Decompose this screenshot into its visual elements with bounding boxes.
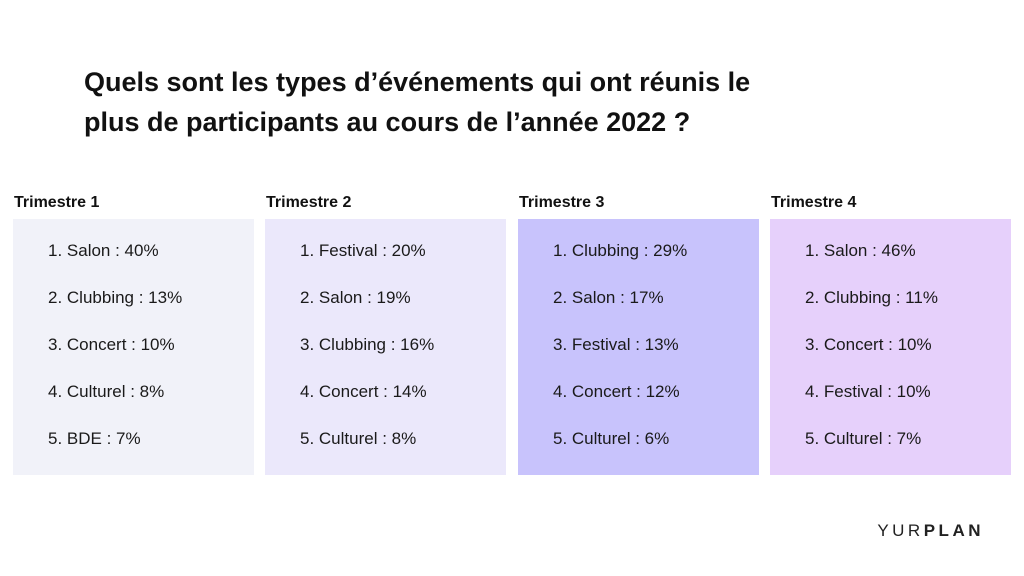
list-item: 5. BDE : 7% xyxy=(48,429,141,448)
list-item: 5. Culturel : 6% xyxy=(553,429,670,448)
quarter-2-heading: Trimestre 2 xyxy=(266,194,352,211)
quarter-1-heading: Trimestre 1 xyxy=(14,194,100,211)
list-item: 1. Salon : 40% xyxy=(48,241,159,260)
quarter-2-list: 1. Festival : 20% 2. Salon : 19% 3. Club… xyxy=(300,240,506,450)
brand-logo-part-1: YUR xyxy=(877,521,924,540)
list-item: 4. Culturel : 8% xyxy=(48,382,165,401)
title-line-2: plus de participants au cours de l’année… xyxy=(84,107,691,137)
list-item: 1. Salon : 46% xyxy=(805,241,916,260)
list-item: 2. Clubbing : 11% xyxy=(805,288,938,307)
quarter-1-list: 1. Salon : 40% 2. Clubbing : 13% 3. Conc… xyxy=(48,240,254,450)
quarter-4-column: Trimestre 4 1. Salon : 46% 2. Clubbing :… xyxy=(770,193,1011,475)
list-item: 1. Festival : 20% xyxy=(300,241,426,260)
title-line-1: Quels sont les types d’événements qui on… xyxy=(84,67,751,97)
list-item: 3. Concert : 10% xyxy=(48,335,175,354)
quarter-3-column: Trimestre 3 1. Clubbing : 29% 2. Salon :… xyxy=(518,193,759,475)
quarter-1-column: Trimestre 1 1. Salon : 40% 2. Clubbing :… xyxy=(13,193,254,475)
list-item: 1. Clubbing : 29% xyxy=(553,241,688,260)
quarter-4-heading: Trimestre 4 xyxy=(771,194,857,211)
quarter-3-panel: 1. Clubbing : 29% 2. Salon : 17% 3. Fest… xyxy=(518,219,759,475)
list-item: 4. Concert : 12% xyxy=(553,382,680,401)
list-item: 4. Festival : 10% xyxy=(805,382,931,401)
quarter-2-column: Trimestre 2 1. Festival : 20% 2. Salon :… xyxy=(265,193,506,475)
list-item: 3. Concert : 10% xyxy=(805,335,932,354)
list-item: 2. Clubbing : 13% xyxy=(48,288,183,307)
list-item: 3. Clubbing : 16% xyxy=(300,335,435,354)
quarter-3-heading: Trimestre 3 xyxy=(519,194,605,211)
brand-logo-part-2: PLAN xyxy=(923,521,984,540)
quarter-1-panel: 1. Salon : 40% 2. Clubbing : 13% 3. Conc… xyxy=(13,219,254,475)
quarter-2-panel: 1. Festival : 20% 2. Salon : 19% 3. Club… xyxy=(265,219,506,475)
list-item: 5. Culturel : 7% xyxy=(805,429,922,448)
page-title: Quels sont les types d’événements qui on… xyxy=(84,62,924,142)
quarter-4-panel: 1. Salon : 46% 2. Clubbing : 11% 3. Conc… xyxy=(770,219,1011,475)
quarters-grid: Trimestre 1 1. Salon : 40% 2. Clubbing :… xyxy=(13,193,1011,478)
list-item: 3. Festival : 13% xyxy=(553,335,679,354)
list-item: 5. Culturel : 8% xyxy=(300,429,417,448)
list-item: 2. Salon : 19% xyxy=(300,288,411,307)
list-item: 4. Concert : 14% xyxy=(300,382,427,401)
quarter-4-list: 1. Salon : 46% 2. Clubbing : 11% 3. Conc… xyxy=(805,240,1011,450)
quarter-3-list: 1. Clubbing : 29% 2. Salon : 17% 3. Fest… xyxy=(553,240,759,450)
brand-logo: YURPLAN xyxy=(877,521,984,541)
list-item: 2. Salon : 17% xyxy=(553,288,664,307)
